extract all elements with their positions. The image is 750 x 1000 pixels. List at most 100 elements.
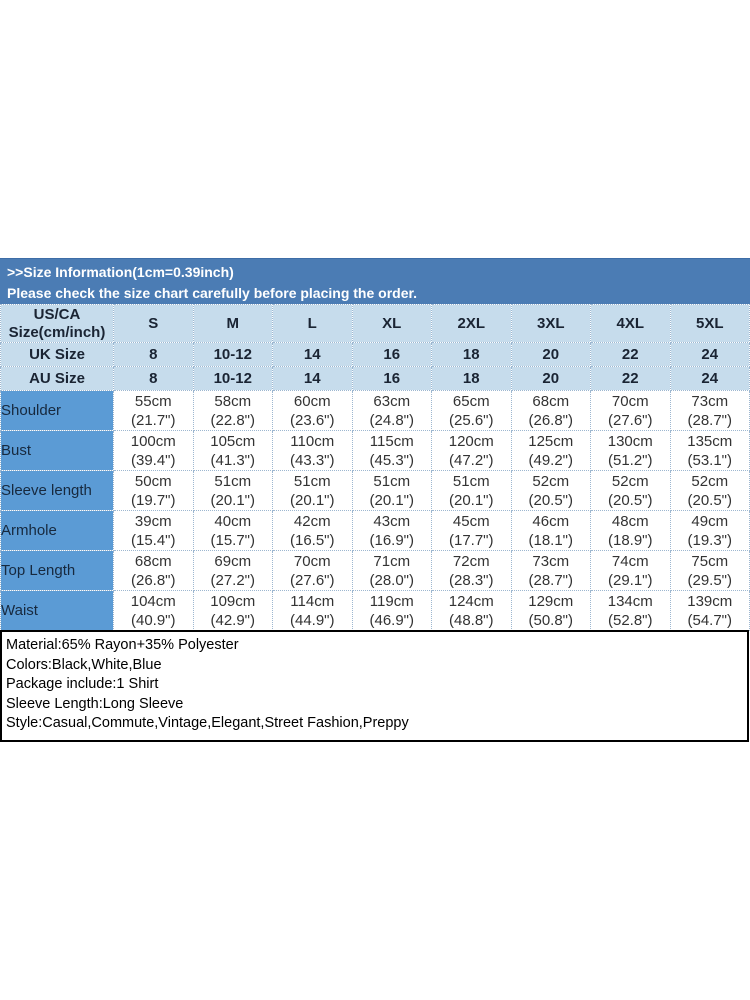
measurement-cell: 100cm (39.4")	[113, 430, 194, 471]
corner-line1: US/CA	[33, 305, 81, 323]
inch-value: (40.9")	[130, 611, 176, 629]
cm-value: 70cm	[293, 552, 331, 570]
cm-value: 52cm	[532, 472, 570, 490]
inch-value: (23.6")	[289, 411, 335, 429]
product-detail-line: Style:Casual,Commute,Vintage,Elegant,Str…	[6, 715, 409, 731]
measurement-label: Armhole	[0, 510, 114, 551]
uk-size-value: 10-12	[192, 342, 273, 367]
au-size-value: 22	[590, 366, 671, 391]
cm-value: 69cm	[214, 552, 252, 570]
au-size-value: 20	[510, 366, 591, 391]
measurement-cell: 73cm (28.7")	[669, 390, 750, 431]
size-column-header: S	[113, 304, 194, 343]
cm-value: 73cm	[691, 392, 729, 410]
cm-value: 115cm	[369, 432, 414, 450]
inch-value: (49.2")	[528, 451, 573, 469]
inch-value: (16.9")	[369, 531, 414, 549]
measurement-cell: 60cm (23.6")	[272, 390, 353, 431]
inch-value: (41.3")	[210, 451, 255, 469]
measurement-label: Top Length	[0, 550, 114, 591]
measurement-cell: 51cm (20.1")	[272, 470, 353, 511]
cm-value: 50cm	[134, 472, 172, 490]
cm-value: 129cm	[528, 592, 574, 610]
cm-value: 58cm	[214, 392, 252, 410]
product-detail-line: Package include:1 Shirt	[6, 676, 159, 692]
measurement-cell: 48cm (18.9")	[590, 510, 671, 551]
measurement-cell: 72cm (28.3")	[431, 550, 512, 591]
measurement-cell: 69cm (27.2")	[192, 550, 273, 591]
cm-value: 105cm	[210, 432, 256, 450]
measurement-cell: 115cm (45.3")	[351, 430, 432, 471]
inch-value: (46.9")	[369, 611, 414, 629]
inch-value: (20.5")	[687, 491, 732, 509]
inch-value: (28.0")	[369, 571, 414, 589]
cm-value: 55cm	[134, 392, 172, 410]
uk-size-value: 14	[272, 342, 353, 367]
inch-value: (27.6")	[289, 571, 335, 589]
cm-value: 75cm	[691, 552, 729, 570]
measurement-cell: 49cm (19.3")	[669, 510, 750, 551]
cm-value: 51cm	[452, 472, 490, 490]
inch-value: (17.7")	[448, 531, 494, 549]
au-size-value: 8	[113, 366, 194, 391]
cm-value: 73cm	[532, 552, 570, 570]
inch-value: (22.8")	[210, 411, 255, 429]
inch-value: (26.8")	[130, 571, 176, 589]
measurement-cell: 124cm (48.8")	[431, 590, 512, 631]
inch-value: (43.3")	[289, 451, 335, 469]
measurement-cell: 129cm (50.8")	[510, 590, 591, 631]
au-size-value: 24	[669, 366, 750, 391]
measurement-cell: 119cm (46.9")	[351, 590, 432, 631]
measurement-cell: 51cm (20.1")	[351, 470, 432, 511]
cm-value: 110cm	[290, 432, 335, 450]
cm-value: 72cm	[452, 552, 490, 570]
cm-value: 114cm	[290, 592, 335, 610]
inch-value: (20.1")	[448, 491, 494, 509]
measurement-cell: 52cm (20.5")	[669, 470, 750, 511]
inch-value: (50.8")	[528, 611, 573, 629]
measurement-row: Shoulder 55cm (21.7") 58cm (22.8") 60cm (23.6"…	[0, 390, 750, 431]
cm-value: 48cm	[611, 512, 649, 530]
inch-value: (53.1")	[687, 451, 732, 469]
uk-size-value: 22	[590, 342, 671, 367]
cm-value: 134cm	[607, 592, 653, 610]
measurement-label: Waist	[0, 590, 114, 631]
cm-value: 40cm	[214, 512, 252, 530]
size-column-header: XL	[351, 304, 432, 343]
measurement-cell: 134cm (52.8")	[590, 590, 671, 631]
measurement-cell: 73cm (28.7")	[510, 550, 591, 591]
measurement-row: Sleeve length 50cm (19.7") 51cm (20.1") 51cm(…	[0, 470, 750, 511]
cm-value: 119cm	[369, 592, 414, 610]
size-chart-table: US/CA Size(cm/inch) S M L XL 2XL 3XL 4XL 5XL UK Si…	[0, 304, 750, 631]
uk-size-label: UK Size	[0, 342, 114, 367]
cm-value: 68cm	[134, 552, 172, 570]
measurement-cell: 68cm (26.8")	[113, 550, 194, 591]
uk-size-value: 24	[669, 342, 750, 367]
measurement-cell: 50cm (19.7")	[113, 470, 194, 511]
inch-value: (15.4")	[130, 531, 176, 549]
measurement-row: Armhole 39cm (15.4") 40cm (15.7") 42cm (16.5")…	[0, 510, 750, 551]
inch-value: (20.1")	[210, 491, 255, 509]
au-size-label: AU Size	[0, 366, 114, 391]
measurement-cell: 45cm (17.7")	[431, 510, 512, 551]
uk-size-value: 16	[351, 342, 432, 367]
measurement-row: Top Length 68cm (26.8") 69cm (27.2") 70cm (27.…	[0, 550, 750, 591]
cm-value: 63cm	[373, 392, 411, 410]
inch-value: (15.7")	[210, 531, 255, 549]
measurement-cell: 71cm (28.0")	[351, 550, 432, 591]
cm-value: 109cm	[210, 592, 256, 610]
cm-value: 45cm	[452, 512, 490, 530]
cm-value: 70cm	[611, 392, 649, 410]
cm-value: 43cm	[373, 512, 411, 530]
measurement-cell: 105cm (41.3")	[192, 430, 273, 471]
inch-value: (19.7")	[130, 491, 176, 509]
inch-value: (28.7")	[528, 571, 573, 589]
inch-value: (20.1")	[369, 491, 414, 509]
inch-value: (29.1")	[607, 571, 653, 589]
size-table-head: US/CA Size(cm/inch) S M L XL 2XL 3XL 4XL 5XL UK Si…	[0, 304, 750, 391]
inch-value: (29.5")	[687, 571, 732, 589]
measurement-cell: 46cm (18.1")	[510, 510, 591, 551]
measurement-cell: 52cm (20.5")	[590, 470, 671, 511]
inch-value: (20.1")	[289, 491, 335, 509]
